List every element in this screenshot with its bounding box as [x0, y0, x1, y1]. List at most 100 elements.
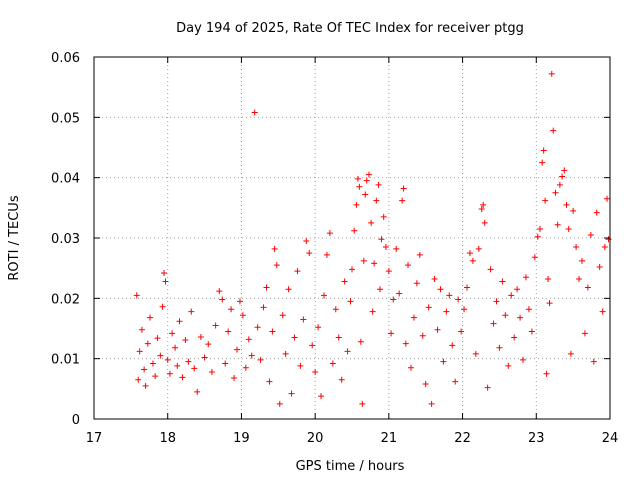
- data-point: [599, 308, 606, 315]
- data-point: [157, 352, 164, 359]
- data-point: [347, 298, 354, 305]
- data-point: [400, 185, 407, 192]
- data-point: [162, 278, 169, 285]
- data-point: [365, 171, 372, 178]
- data-point: [469, 257, 476, 264]
- data-point: [282, 350, 289, 357]
- y-tick-label: 0: [72, 413, 80, 428]
- data-point: [378, 236, 385, 243]
- data-point: [263, 284, 270, 291]
- data-point: [271, 245, 278, 252]
- data-point: [443, 308, 450, 315]
- data-point: [344, 348, 351, 355]
- data-point: [525, 306, 532, 313]
- y-tick-label: 0.03: [51, 232, 80, 247]
- data-point: [191, 365, 198, 372]
- data-point: [605, 236, 612, 243]
- data-point: [294, 268, 301, 275]
- data-point: [341, 278, 348, 285]
- data-point: [554, 221, 561, 228]
- data-point: [449, 342, 456, 349]
- data-points: [133, 70, 612, 407]
- data-point: [385, 268, 392, 275]
- data-point: [141, 366, 148, 373]
- x-tick-label: 22: [454, 431, 471, 446]
- data-point: [149, 360, 156, 367]
- data-point: [329, 360, 336, 367]
- data-point: [285, 286, 292, 293]
- data-point: [231, 374, 238, 381]
- x-tick-labels: 17 18 19 20 21 22 23 24: [86, 431, 619, 446]
- data-point: [303, 238, 310, 245]
- data-point: [182, 336, 189, 343]
- axis-ticks: [93, 56, 611, 420]
- data-point: [431, 276, 438, 283]
- data-point: [288, 390, 295, 397]
- data-point: [216, 288, 223, 295]
- data-point: [349, 266, 355, 273]
- data-point: [466, 250, 473, 257]
- data-point: [254, 324, 261, 331]
- data-point: [446, 292, 453, 299]
- y-axis-label: ROTI / TECUs: [7, 195, 22, 280]
- data-point: [452, 378, 459, 385]
- data-point: [291, 334, 298, 341]
- data-point: [375, 181, 382, 188]
- data-point: [166, 370, 173, 377]
- data-point: [323, 251, 330, 258]
- data-point: [546, 300, 553, 307]
- data-point: [419, 332, 426, 339]
- data-point: [561, 167, 568, 174]
- data-point: [297, 362, 304, 369]
- data-point: [578, 257, 585, 264]
- x-tick-label: 17: [86, 431, 103, 446]
- data-point: [540, 147, 547, 154]
- data-point: [133, 292, 140, 299]
- plot-frame: [93, 56, 611, 420]
- data-point: [545, 276, 552, 283]
- data-point: [437, 286, 444, 293]
- data-point: [576, 276, 583, 283]
- x-tick-label: 19: [233, 431, 250, 446]
- data-point: [573, 244, 580, 251]
- data-point: [205, 341, 212, 348]
- data-point: [142, 382, 149, 389]
- data-point: [135, 376, 142, 383]
- x-tick-label: 21: [381, 431, 398, 446]
- data-point: [197, 333, 204, 340]
- data-point: [312, 368, 319, 375]
- data-point: [161, 269, 168, 276]
- data-point: [393, 245, 400, 252]
- data-point: [318, 393, 325, 400]
- data-point: [593, 209, 600, 216]
- data-point: [279, 312, 286, 319]
- data-point: [499, 278, 506, 285]
- data-point: [596, 263, 603, 270]
- data-point: [472, 350, 479, 357]
- data-point: [335, 334, 342, 341]
- data-point: [208, 368, 215, 375]
- data-point: [362, 191, 369, 198]
- chart-title: Day 194 of 2025, Rate Of TEC Index for r…: [176, 21, 524, 36]
- data-point: [245, 336, 252, 343]
- data-point: [368, 219, 375, 226]
- data-point: [481, 219, 488, 226]
- x-tick-label: 18: [159, 431, 176, 446]
- data-point: [402, 340, 409, 347]
- data-point: [584, 284, 591, 291]
- data-point: [399, 197, 406, 204]
- data-point: [550, 127, 557, 134]
- data-point: [531, 254, 538, 261]
- data-point: [520, 356, 527, 363]
- data-point: [188, 308, 195, 315]
- data-point: [360, 257, 367, 264]
- data-point: [508, 292, 515, 299]
- y-tick-label: 0.06: [51, 51, 80, 66]
- data-point: [266, 378, 273, 385]
- data-point: [461, 306, 468, 313]
- data-point: [548, 70, 555, 77]
- data-point: [353, 201, 360, 208]
- data-point: [478, 206, 485, 213]
- y-tick-label: 0.02: [51, 292, 80, 307]
